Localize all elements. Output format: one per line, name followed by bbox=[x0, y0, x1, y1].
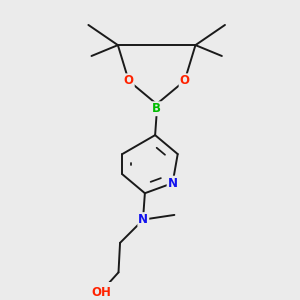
Text: O: O bbox=[180, 74, 190, 87]
Text: B: B bbox=[152, 102, 161, 115]
Text: N: N bbox=[138, 213, 148, 226]
Text: O: O bbox=[124, 74, 134, 87]
Text: OH: OH bbox=[92, 286, 111, 299]
Text: N: N bbox=[168, 177, 178, 190]
